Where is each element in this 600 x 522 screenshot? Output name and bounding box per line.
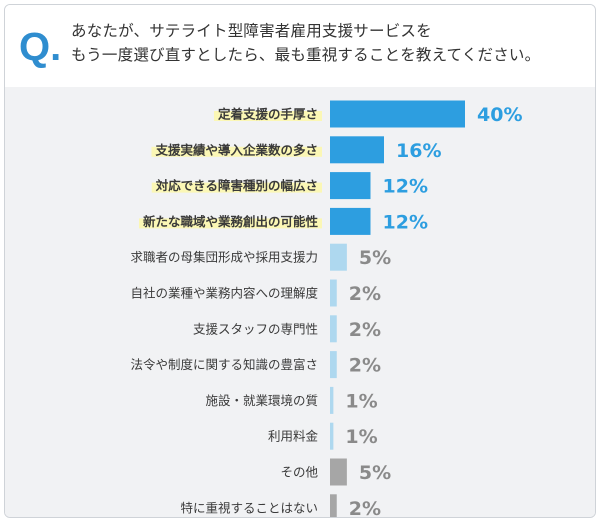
value-label: 2%	[349, 355, 381, 377]
value-label: 2%	[349, 283, 381, 305]
category-label: 特に重視することはない	[180, 500, 318, 515]
question-header: Q. あなたが、サテライト型障害者雇用支援サービスを もう一度選び直すとしたら、…	[5, 5, 595, 87]
chart-frame: Q. あなたが、サテライト型障害者雇用支援サービスを もう一度選び直すとしたら、…	[4, 4, 596, 518]
value-label: 12%	[383, 176, 428, 198]
value-label: 1%	[345, 390, 377, 412]
category-label: 自社の業種や業務内容への理解度	[130, 286, 318, 301]
category-label: 対応できる障害種別の幅広さ	[155, 178, 318, 193]
label-highlight	[213, 111, 322, 121]
bar	[330, 458, 347, 486]
bar	[330, 172, 371, 200]
bar-chart: 定着支援の手厚さ 40% 支援実績や導入企業数の多さ 16% 対応できる障害種別の幅広さ…	[130, 100, 522, 517]
category-label: 求職者の母集団形成や採用支援力	[130, 250, 318, 265]
value-label: 1%	[345, 426, 377, 448]
category-label: 支援スタッフの専門性	[193, 321, 318, 336]
bar	[330, 100, 465, 128]
plot-area: 定着支援の手厚さ 40% 支援実績や導入企業数の多さ 16% 対応できる障害種別の幅広さ…	[5, 87, 595, 517]
category-label: 利用料金	[268, 429, 319, 444]
bar	[330, 315, 337, 343]
bar	[330, 279, 337, 307]
value-label: 2%	[349, 498, 381, 517]
value-label: 12%	[383, 211, 428, 233]
question-text-line-2: もう一度選び直すとしたら、最も重視することを教えてください。	[71, 46, 541, 64]
value-label: 40%	[477, 104, 522, 126]
label-highlight	[151, 182, 322, 193]
category-label: 定着支援の手厚さ	[217, 107, 318, 122]
category-label: 施設・就業環境の質	[205, 393, 318, 408]
category-label: 法令や制度に関する知識の豊富さ	[130, 357, 318, 372]
category-label: 支援実績や導入企業数の多さ	[154, 142, 318, 157]
label-highlight	[151, 146, 322, 157]
category-label: 新たな職域や業務創出の可能性	[143, 214, 319, 229]
question-text-line-1: あなたが、サテライト型障害者雇用支援サービスを	[71, 22, 432, 40]
value-label: 5%	[359, 247, 391, 269]
value-label: 2%	[349, 319, 381, 341]
value-label: 5%	[359, 462, 391, 484]
bar	[330, 422, 334, 450]
bar	[330, 136, 384, 164]
question-badge: Q.	[19, 25, 62, 69]
bar	[330, 207, 371, 235]
bar	[330, 351, 337, 379]
bar	[330, 494, 337, 517]
category-label: その他	[280, 465, 318, 480]
label-highlight	[138, 218, 322, 229]
bar	[330, 386, 334, 414]
bar	[330, 243, 347, 271]
value-label: 16%	[396, 140, 441, 162]
